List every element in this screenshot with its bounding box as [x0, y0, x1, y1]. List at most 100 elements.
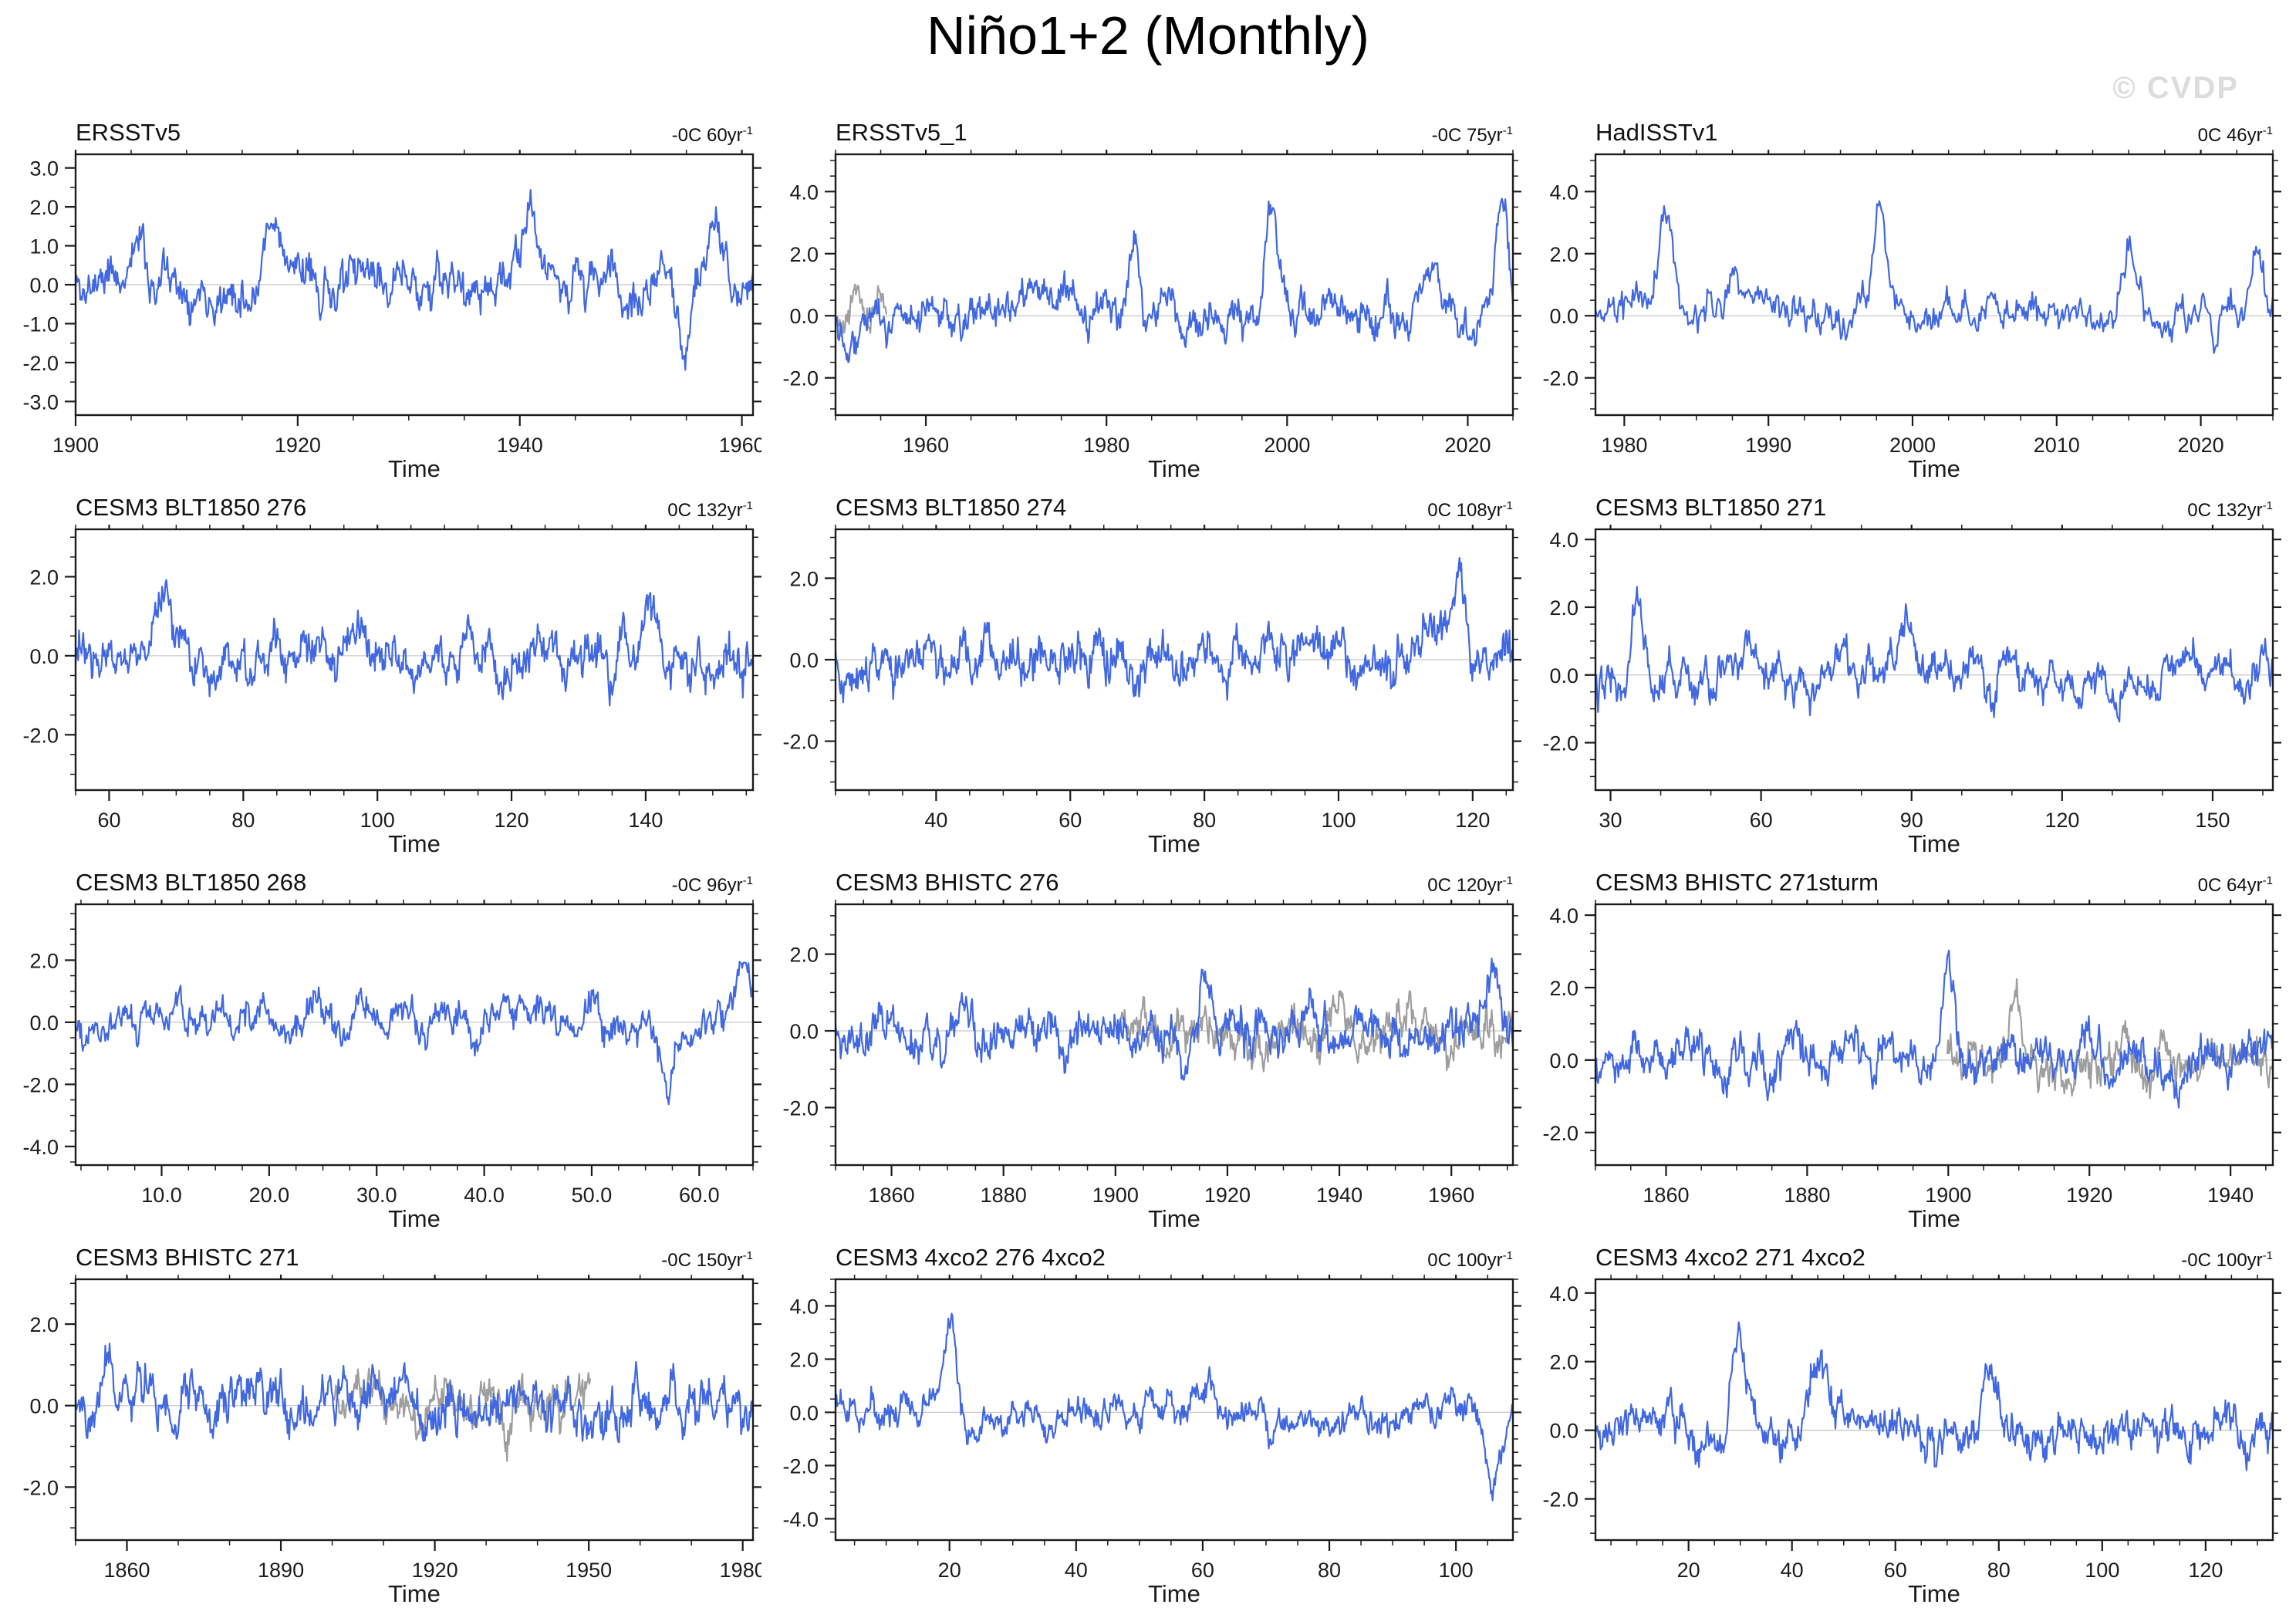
series-line: [74, 961, 755, 1106]
timeseries-plot: 3.0 2.0 1.0 0.0 -1.0 -2.0 -3.0 1900 1920 1940 1960…: [22, 150, 761, 482]
x-tick-label: 2010: [2034, 434, 2080, 457]
x-tick-label: 1880: [981, 1184, 1027, 1207]
y-tick-label: 4.0: [1549, 904, 1578, 927]
x-tick-label: 1940: [497, 434, 543, 457]
y-tick-label: 4.0: [1549, 1282, 1578, 1306]
x-tick-label: 2000: [1889, 434, 1936, 457]
y-tick-label: 2.0: [29, 1313, 59, 1336]
x-tick-label: 90: [1900, 809, 1923, 832]
dataset-name: CESM3 BLT1850 274: [836, 494, 1067, 521]
x-tick-label: 1860: [1643, 1184, 1689, 1207]
y-tick-label: 0.0: [1549, 305, 1578, 328]
panel-cesm3-bhistc-271sturm: CESM3 BHISTC 271sturm 0C 64yr-1 4.0 2.0 0.…: [1534, 866, 2281, 1233]
timeseries-plot: 4.0 2.0 0.0 -2.0 1980 1990 2000 2010 2020 Time: [1542, 150, 2281, 482]
series-line: [1594, 1321, 2274, 1471]
y-tick-label: 2.0: [1549, 1351, 1578, 1374]
y-tick-label: 0.0: [789, 649, 819, 672]
panel-header: CESM3 BLT1850 268 -0C 96yr-1: [14, 866, 761, 900]
y-tick-label: -2.0: [782, 1096, 819, 1120]
x-tick-label: 60.0: [679, 1184, 720, 1207]
x-axis-label: Time: [1908, 830, 1960, 857]
y-tick-label: 4.0: [789, 181, 819, 204]
panel-cesm3-bhistc-271: CESM3 BHISTC 271 -0C 150yr-1 2.0 0.0 -2.0 1…: [14, 1241, 761, 1608]
x-tick-label: 1920: [412, 1559, 458, 1582]
y-tick-label: -2.0: [782, 1454, 819, 1478]
dataset-name: CESM3 BHISTC 271sturm: [1595, 869, 1879, 896]
y-tick-label: 0.0: [29, 645, 59, 668]
y-tick-label: 0.0: [789, 1401, 819, 1424]
x-tick-label: 1860: [869, 1184, 915, 1207]
panel-header: CESM3 BHISTC 271 -0C 150yr-1: [14, 1241, 761, 1275]
x-axis-label: Time: [388, 455, 441, 482]
plot-frame: [1594, 1278, 2274, 1542]
page-title: Niño1+2 (Monthly): [927, 5, 1369, 66]
y-tick-label: 0.0: [1549, 664, 1578, 687]
y-tick-label: -2.0: [22, 724, 59, 747]
y-tick-label: -3.0: [22, 390, 59, 414]
dataset-name: CESM3 4xco2 271 4xco2: [1595, 1244, 1866, 1271]
y-tick-label: 2.0: [789, 1348, 819, 1371]
axis-ticks: [1585, 1275, 2281, 1551]
y-tick-label: 1.0: [29, 235, 59, 258]
x-tick-label: 80: [1987, 1559, 2011, 1582]
series-line: [834, 556, 1514, 704]
x-tick-label: 20: [938, 1559, 961, 1582]
plot-frame: [1594, 153, 2274, 417]
x-tick-label: 1960: [903, 434, 949, 457]
panel-header: CESM3 4xco2 276 4xco2 0C 100yr-1: [774, 1241, 1521, 1275]
x-tick-label: 1890: [258, 1559, 304, 1582]
panel-cesm3-4xco2-271: CESM3 4xco2 271 4xco2 -0C 100yr-1 4.0 2.0…: [1534, 1241, 2281, 1608]
x-tick-label: 60: [97, 809, 120, 832]
y-tick-label: -2.0: [782, 731, 819, 754]
x-tick-label: 120: [1455, 809, 1490, 832]
y-tick-label: 2.0: [1549, 243, 1578, 266]
x-tick-label: 1920: [1204, 1184, 1251, 1207]
x-tick-label: 100: [2085, 1559, 2119, 1582]
axis-ticks: [65, 525, 761, 801]
timeseries-plot: 4.0 2.0 0.0 -2.0 30 60 90 120 150 Time: [1542, 525, 2281, 857]
trend-label: -0C 96yr-1: [671, 874, 753, 896]
x-tick-label: 2000: [1264, 434, 1310, 457]
trend-label: 0C 132yr-1: [667, 499, 753, 521]
x-tick-label: 1940: [1316, 1184, 1362, 1207]
y-tick-label: 2.0: [29, 196, 59, 219]
trend-label: 0C 120yr-1: [1427, 874, 1513, 896]
x-tick-label: 1940: [2207, 1184, 2254, 1207]
x-tick-label: 60: [1059, 809, 1082, 832]
x-axis-label: Time: [388, 830, 441, 857]
y-tick-label: 2.0: [1549, 977, 1578, 1000]
x-tick-label: 1950: [566, 1559, 612, 1582]
y-tick-label: -4.0: [22, 1136, 59, 1159]
series-line: [834, 1312, 1514, 1501]
axis-ticks: [825, 900, 1521, 1176]
trend-label: 0C 108yr-1: [1427, 499, 1513, 521]
plot-frame: [74, 1278, 755, 1542]
x-tick-label: 40: [924, 809, 947, 832]
x-axis-label: Time: [1148, 1580, 1200, 1607]
panel-cesm3-bhistc-276: CESM3 BHISTC 276 0C 120yr-1 2.0 0.0 -2.0 18…: [774, 866, 1521, 1233]
dataset-name: ERSSTv5: [76, 119, 181, 146]
x-tick-label: 80: [231, 809, 255, 832]
panel-header: CESM3 BLT1850 271 0C 132yr-1: [1534, 491, 2281, 525]
axis-ticks: [825, 150, 1521, 426]
dataset-name: CESM3 BHISTC 276: [836, 869, 1059, 896]
panel-header: CESM3 BLT1850 276 0C 132yr-1: [14, 491, 761, 525]
x-tick-label: 30: [1599, 809, 1622, 832]
panel-hadisstv1: HadISSTv1 0C 46yr-1 4.0 2.0 0.0 -2.0 1980 199…: [1534, 116, 2281, 483]
x-tick-label: 80: [1318, 1559, 1341, 1582]
y-tick-label: 2.0: [789, 243, 819, 266]
x-axis-label: Time: [1148, 455, 1200, 482]
y-tick-label: -2.0: [22, 1073, 59, 1096]
axis-ticks: [1585, 900, 2281, 1176]
y-tick-label: 4.0: [789, 1295, 819, 1318]
panel-header: HadISSTv1 0C 46yr-1: [1534, 116, 2281, 150]
x-tick-label: 50.0: [572, 1184, 613, 1207]
panel-cesm3-blt1850-271: CESM3 BLT1850 271 0C 132yr-1 4.0 2.0 0.0 -2…: [1534, 491, 2281, 858]
x-tick-label: 40.0: [464, 1184, 505, 1207]
axis-ticks: [1585, 150, 2281, 426]
series-line: [1595, 949, 2274, 1109]
timeseries-plot: 4.0 2.0 0.0 -2.0 1960 1980 2000 2020 Time: [782, 150, 1521, 482]
timeseries-plot: 4.0 2.0 0.0 -2.0 1860 1880 1900 1920 1940 Time: [1542, 900, 2281, 1232]
panel-ersstv5-1: ERSSTv5_1 -0C 75yr-1 4.0 2.0 0.0 -2.0 1960 19…: [774, 116, 1521, 483]
axis-ticks: [1585, 525, 2281, 801]
